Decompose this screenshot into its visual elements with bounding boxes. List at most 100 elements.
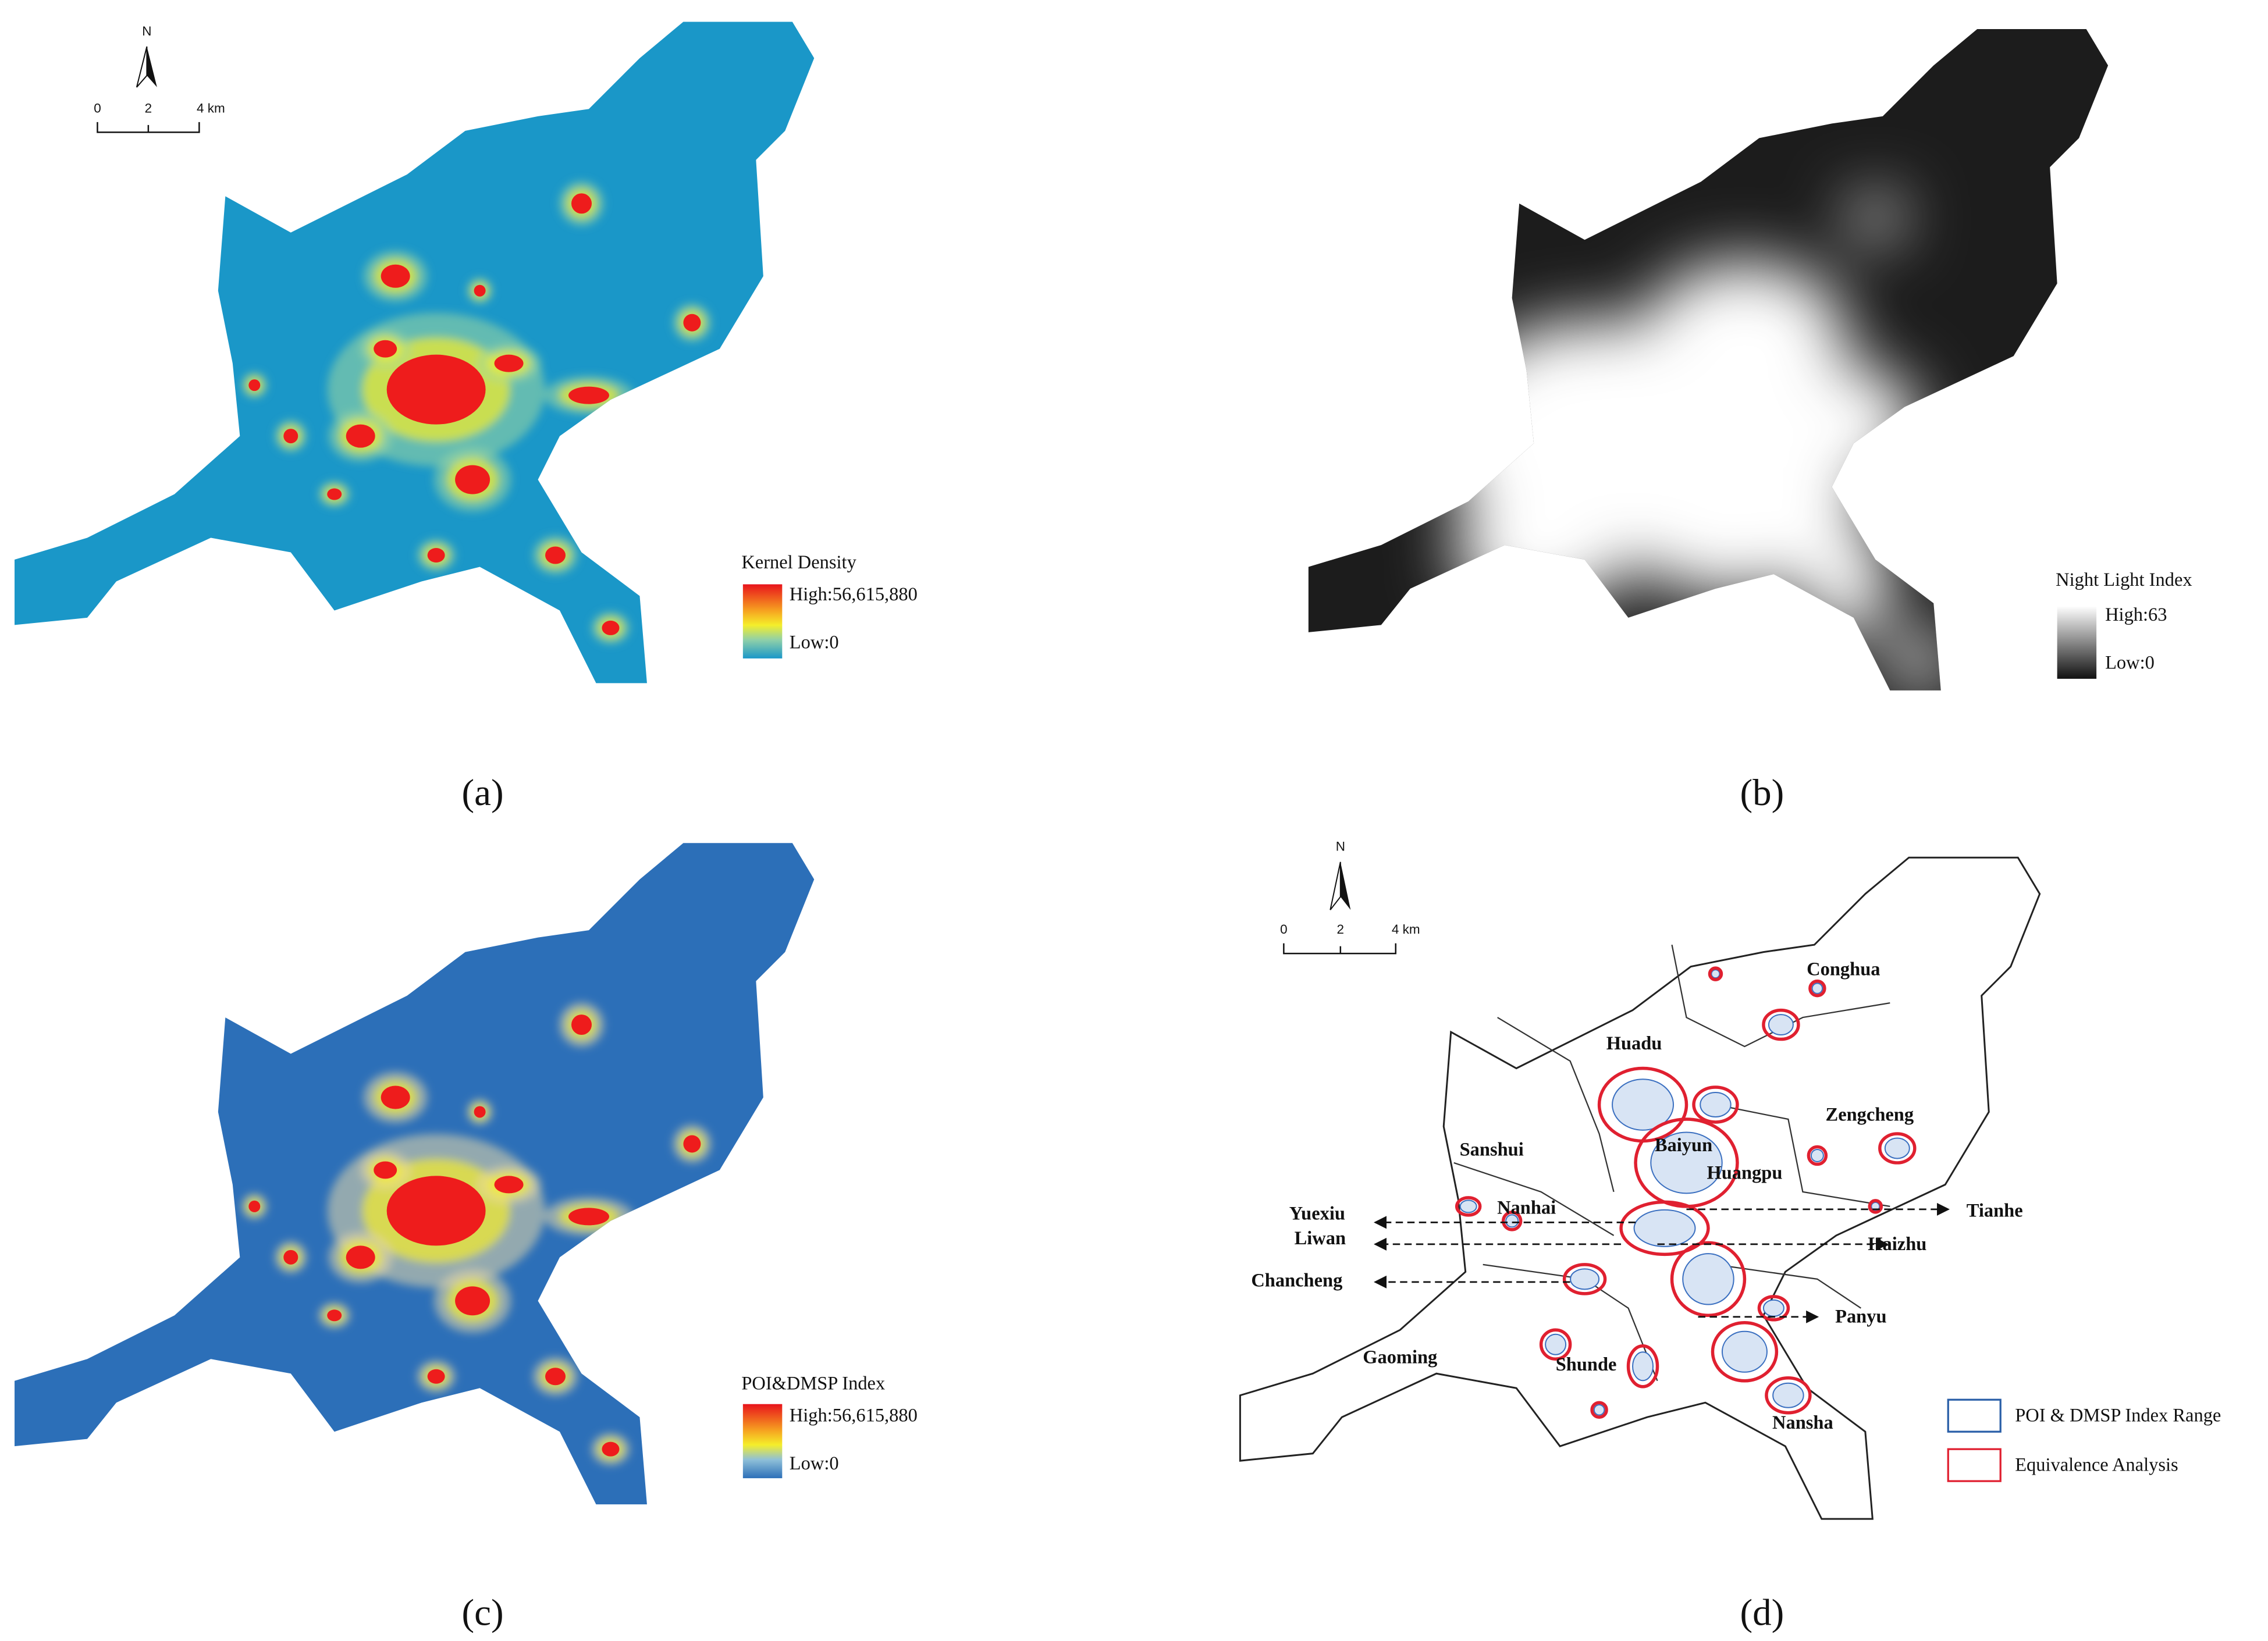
- north-arrow: N: [1329, 839, 1351, 910]
- hotspot: [568, 1208, 609, 1226]
- index-range: [1884, 1137, 1910, 1159]
- hotspot: [381, 264, 410, 288]
- panel-d: N 0 2 4 km Conghua Huadu Zengcheng Sanshui B…: [1239, 839, 2221, 1633]
- equivalence-ring: [1762, 1008, 1800, 1041]
- legend-title: Kernel Density: [741, 552, 856, 573]
- equivalence-ring: [1868, 1199, 1883, 1214]
- hotspot: [545, 546, 566, 564]
- scale-tick: 0: [1280, 922, 1288, 937]
- halo: [660, 1248, 678, 1266]
- hotspot: [327, 1309, 342, 1322]
- equivalence-ring: [1562, 1263, 1607, 1295]
- index-hotspots: [241, 1002, 712, 1465]
- legend-title: POI&DMSP Index: [741, 1373, 885, 1394]
- legend-item: Equivalence Analysis: [2015, 1455, 2178, 1476]
- hotspot: [474, 284, 486, 297]
- index-range: [1871, 1201, 1880, 1211]
- index-range: [1768, 1014, 1794, 1036]
- legend-low: Low:0: [790, 632, 839, 653]
- analysis-contours: [1455, 966, 1917, 1419]
- halo: [660, 427, 678, 445]
- legend-title: Night Light Index: [2056, 569, 2192, 590]
- district-boundaries: [1453, 944, 1890, 1382]
- district-label: Panyu: [1835, 1307, 1886, 1327]
- district-label: Huangpu: [1707, 1162, 1782, 1183]
- district-label: Yuexiu: [1289, 1203, 1345, 1224]
- index-range: [1721, 1330, 1768, 1373]
- arrow-half: [147, 46, 157, 87]
- legend-ramp: [2057, 606, 2097, 679]
- scale-line: [1283, 943, 1397, 955]
- halo: [656, 1244, 682, 1270]
- index-range: [1711, 969, 1720, 979]
- equivalence-ring: [1626, 1344, 1659, 1389]
- hotspot: [283, 1250, 298, 1265]
- panel-a: N 0 2 4 km Kernel Density High:56,615,88…: [15, 22, 918, 814]
- scale-bar: 0 2 4 km: [94, 101, 225, 133]
- district-label: Huadu: [1606, 1033, 1662, 1054]
- hotspot: [683, 1135, 701, 1153]
- index-range: [1632, 1351, 1654, 1382]
- scale-tick: 4 km: [197, 101, 225, 115]
- equivalence-ring: [1590, 1401, 1608, 1419]
- legend-ramp: [742, 1404, 783, 1479]
- hotspot: [602, 620, 620, 635]
- hotspot: [374, 340, 397, 358]
- hotspot: [663, 430, 675, 442]
- index-range: [1633, 1209, 1696, 1247]
- equivalence-ring: [1878, 1132, 1917, 1165]
- hotspot: [248, 379, 261, 391]
- district-label: Tianhe: [1967, 1200, 2023, 1221]
- arrow-half: [1329, 862, 1341, 910]
- hotspot: [683, 314, 701, 332]
- arrow-half: [1340, 862, 1351, 910]
- caption: (d): [1740, 1592, 1784, 1633]
- equivalence-ring: [1501, 1211, 1523, 1231]
- legend-swatch: [1947, 1448, 2002, 1482]
- halo: [656, 423, 682, 449]
- district-labels: Conghua Huadu Zengcheng Sanshui Baiyun Huangp…: [1251, 959, 2022, 1434]
- district-label: Sanshui: [1460, 1139, 1524, 1160]
- equivalence-ring: [1807, 1145, 1828, 1166]
- hotspot: [381, 1085, 410, 1109]
- legend-high: High:56,615,880: [790, 584, 918, 605]
- hotspot: [617, 1324, 632, 1336]
- hotspot: [327, 488, 342, 500]
- hotspot: [427, 547, 445, 563]
- caption: (c): [462, 1592, 504, 1633]
- panel-c: POI&DMSP Index High:56,615,880 Low:0 (c): [15, 843, 918, 1633]
- equivalence-ring: [1539, 1328, 1572, 1361]
- district-label: Baiyun: [1655, 1135, 1712, 1156]
- hotspot: [346, 1245, 375, 1269]
- scale-tick: 0: [94, 101, 101, 115]
- index-range: [1700, 1092, 1732, 1117]
- caption: (a): [462, 772, 504, 814]
- index-range: [1545, 1333, 1567, 1355]
- equivalence-ring: [1708, 966, 1723, 981]
- equivalence-ring: [1765, 1376, 1812, 1415]
- hotspot: [568, 386, 609, 404]
- scale-bar: 0 2 4 km: [1280, 922, 1420, 955]
- glow: [1744, 363, 1919, 480]
- panel-b: Night Light Index High:63 Low:0 (b): [1308, 29, 2192, 814]
- district-label: Shunde: [1556, 1354, 1617, 1375]
- equivalence-ring: [1692, 1085, 1739, 1124]
- hotspot: [571, 193, 592, 214]
- hotspot: [427, 1369, 445, 1384]
- density-hotspots: [241, 181, 712, 644]
- arrow-half: [136, 46, 148, 88]
- index-range: [1593, 1404, 1605, 1416]
- legend-item: POI & DMSP Index Range: [2015, 1405, 2221, 1426]
- halo: [614, 1321, 637, 1339]
- scale-line: [97, 122, 200, 133]
- legend-ramp: [742, 584, 783, 658]
- hotspot: [474, 1106, 486, 1118]
- equivalence-ring: [1808, 979, 1826, 998]
- equivalence-ring: [1619, 1200, 1710, 1256]
- index-range: [1762, 1299, 1784, 1317]
- hotspot: [571, 1014, 592, 1035]
- hotspot: [346, 424, 375, 448]
- legend-high: High:63: [2105, 604, 2167, 625]
